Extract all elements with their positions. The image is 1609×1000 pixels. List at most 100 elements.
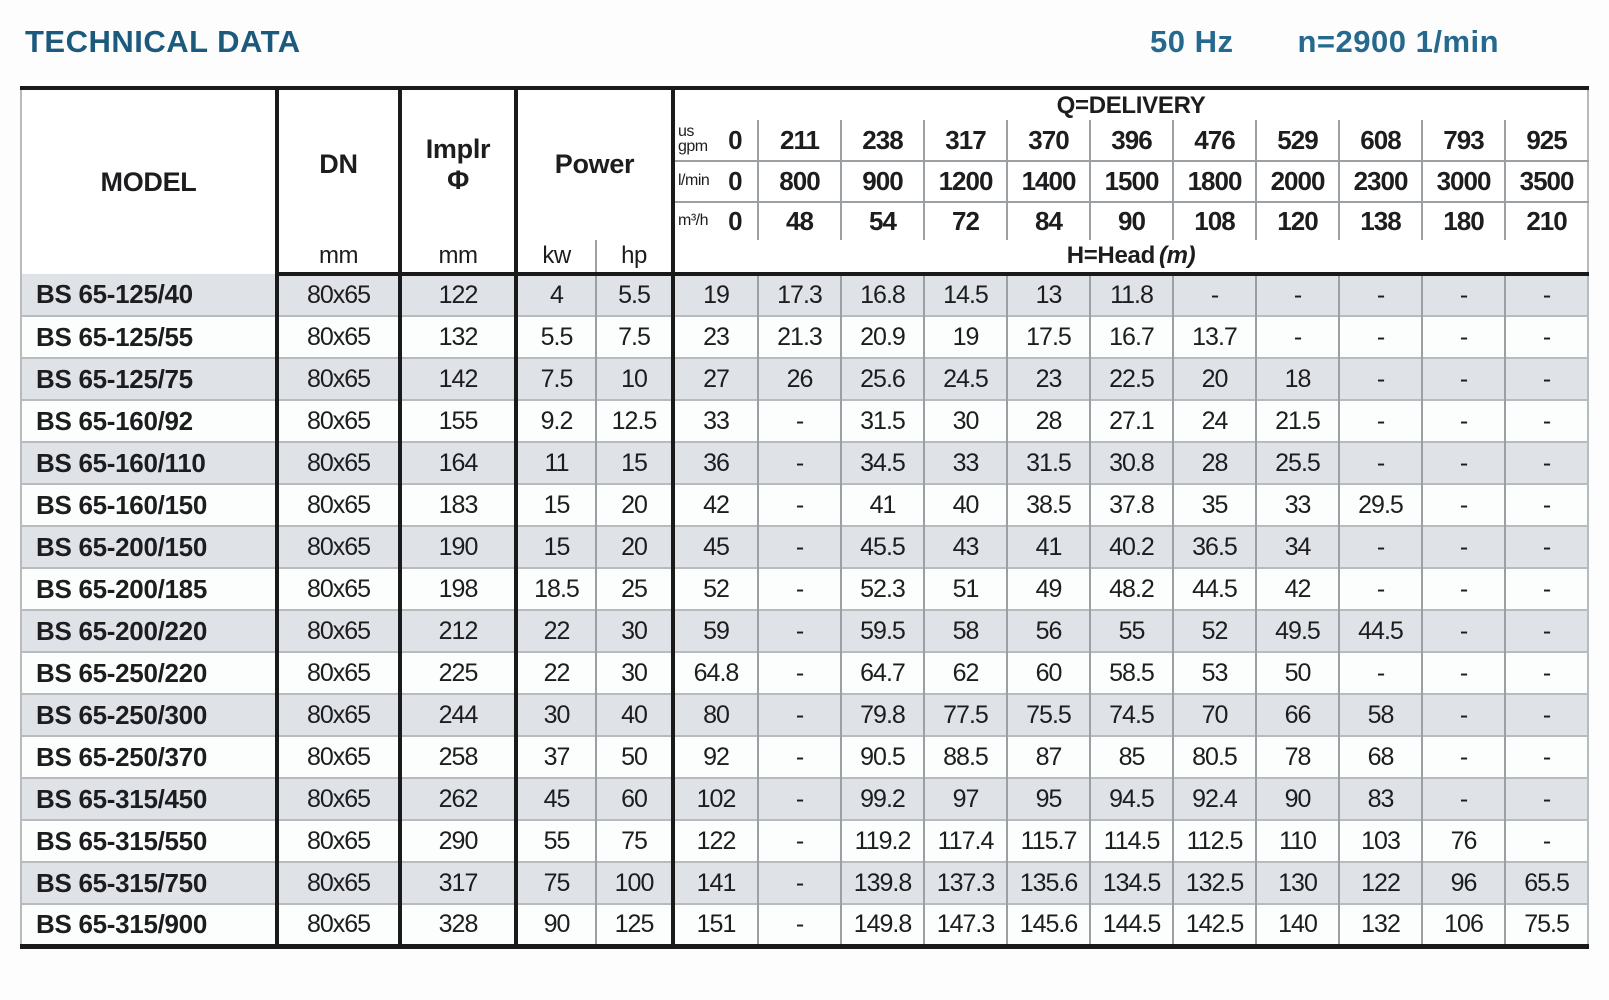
table-row: BS 65-250/220 80x65 225 22 30 64.8-64.7 62 60 58… [21,652,1589,694]
head-value-cell: 135.6 [1006,862,1090,904]
head-value-cell: - [1503,400,1589,442]
impeller-cell: 142 [398,358,516,400]
delivery-value-cell: 793 [1421,120,1505,162]
delivery-value-cell: 138 [1338,202,1422,240]
delivery-value-cell: 108 [1172,202,1256,240]
impeller-cell: 258 [398,736,516,778]
impeller-cell: 190 [398,526,516,568]
table-body: BS 65-125/40 80x65 122 4 5.5 19 17.3 16.8 14.5 13… [21,274,1589,946]
power-kw-cell: 11 [514,442,596,484]
head-value-cell: 103 [1338,820,1422,862]
delivery-value-cell: 608 [1338,120,1422,162]
head-value-cell: - [757,904,841,946]
delivery-unit-label: m³/h [678,212,708,230]
head-value-cell: 35 [1172,484,1256,526]
impeller-diameter-symbol: Φ [447,165,469,195]
head-value-cell: 87 [1006,736,1090,778]
power-kw-cell: 75 [514,862,596,904]
head-value-cell: 88.5 [923,736,1007,778]
delivery-unit-first-cell: m³/h 0 [671,202,758,240]
head-value-cell: - [1421,778,1505,820]
power-hp-cell: 100 [595,862,673,904]
head-value-cell: - [1338,652,1422,694]
delivery-unit-label: l/min [678,172,710,190]
head-value-cell: - [757,820,841,862]
power-hp-cell: 25 [595,568,673,610]
head-value-cell: 53 [1172,652,1256,694]
head-value-cell: 30 [923,400,1007,442]
head-value-cell: 14.5 [923,274,1007,316]
head-value-cell: 23 [671,316,758,358]
delivery-value-cell: 54 [840,202,924,240]
head-value-cell: - [1338,274,1422,316]
head-value-cell: 27 [671,358,758,400]
impeller-cell: 164 [398,442,516,484]
head-value-cell: - [1421,274,1505,316]
head-value-cell: - [1421,484,1505,526]
frequency-label: 50 Hz [1150,24,1234,59]
delivery-unit-first-cell: us gpm 0 [671,120,758,162]
power-hp-cell: 75 [595,820,673,862]
head-value-cell: 11.8 [1089,274,1173,316]
impeller-cell: 198 [398,568,516,610]
impeller-cell: 262 [398,778,516,820]
delivery-gpm-row: us gpm 0 211 238 317 370 396 476 529 608 793 925 [21,120,1589,162]
head-value-cell: 132 [1338,904,1422,946]
power-kw-cell: 18.5 [514,568,596,610]
head-value-cell: 16.7 [1089,316,1173,358]
delivery-unit-first-cell: l/min 0 [671,161,758,203]
head-value-cell: 92.4 [1172,778,1256,820]
table-row: BS 65-200/220 80x65 212 22 30 59-59.5 58 56 55 52… [21,610,1589,652]
head-value-cell: 44.5 [1338,610,1422,652]
power-kw-cell: 30 [514,694,596,736]
power-hp-cell: 20 [595,526,673,568]
head-value-cell: 23 [1006,358,1090,400]
head-value-cell: 122 [1338,862,1422,904]
head-value-cell: 151 [671,904,758,946]
power-kw-cell: 15 [514,526,596,568]
head-value-cell: - [757,652,841,694]
head-value-cell: 142.5 [1172,904,1256,946]
head-value-cell: 92 [671,736,758,778]
head-value-cell: 38.5 [1006,484,1090,526]
head-value-cell: 78 [1255,736,1339,778]
head-value-cell: - [1503,736,1589,778]
model-cell: BS 65-125/75 [36,363,193,394]
head-value-cell: 62 [923,652,1007,694]
head-value-cell: 132.5 [1172,862,1256,904]
head-value-cell: 58 [923,610,1007,652]
model-cell: BS 65-160/150 [36,489,208,520]
head-value-cell: 112.5 [1172,820,1256,862]
head-value-cell: 59 [671,610,758,652]
impeller-cell: 183 [398,484,516,526]
head-value-cell: 140 [1255,904,1339,946]
table-row: BS 65-200/185 80x65 198 18.5 25 52-52.3 51 49 48… [21,568,1589,610]
head-value-cell: 17.3 [757,274,841,316]
head-value-cell: - [1338,526,1422,568]
power-hp-cell: 7.5 [595,316,673,358]
model-cell: BS 65-200/185 [36,573,208,604]
delivery-value-cell: 317 [923,120,1007,162]
power-hp-cell: 10 [595,358,673,400]
head-value-cell: - [757,400,841,442]
delivery-value-cell: 72 [923,202,1007,240]
head-value-cell: 77.5 [923,694,1007,736]
head-value-cell: 27.1 [1089,400,1173,442]
header-row-top: MODEL DN Implr Φ Power Q=DELIVERY [21,88,1589,240]
table-row: BS 65-315/550 80x65 290 55 75 122-119.2 117.4 1… [21,820,1589,862]
table-row: BS 65-160/92 80x65 155 9.2 12.5 33-31.5 30 28 27… [21,400,1589,442]
delivery-value-cell: 529 [1255,120,1339,162]
dn-cell: 80x65 [275,904,400,946]
head-value-cell: 83 [1338,778,1422,820]
delivery-m3h-row: m³/h 0 48 54 72 84 90 108 120 138 180 210 [21,202,1589,240]
model-cell: BS 65-200/150 [36,531,208,562]
power-hp-cell: 50 [595,736,673,778]
dn-cell: 80x65 [275,274,400,316]
power-kw-cell: 9.2 [514,400,596,442]
delivery-value-cell: 1500 [1089,161,1173,203]
power-kw-cell: 4 [514,274,596,316]
power-kw-cell: 45 [514,778,596,820]
head-value-cell: - [1338,316,1422,358]
delivery-value-cell: 210 [1503,202,1589,240]
delivery-value-cell: 1400 [1006,161,1090,203]
